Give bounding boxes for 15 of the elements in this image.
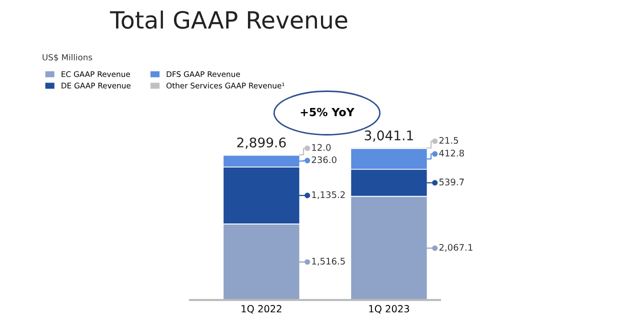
data-label: 12.0 bbox=[312, 144, 331, 151]
chart-title: Total GAAP Revenue bbox=[110, 10, 348, 29]
data-label: 412.8 bbox=[439, 150, 464, 157]
data-label: 2,067.1 bbox=[439, 244, 472, 252]
data-label: 236.0 bbox=[312, 156, 336, 164]
data-label: 1,516.5 bbox=[312, 258, 345, 266]
data-label: 1,135.2 bbox=[312, 191, 345, 199]
data-label: 539.7 bbox=[439, 178, 464, 186]
total-label: 3,041.1 bbox=[364, 130, 413, 142]
text: +5% YoY bbox=[300, 108, 354, 116]
x-tick-label: 1Q 2023 bbox=[369, 305, 410, 314]
data-label: 21.5 bbox=[439, 136, 458, 144]
x-tick-label: 1Q 2022 bbox=[242, 305, 282, 314]
text: US$ Millions bbox=[42, 54, 92, 62]
total-label: 2,899.6 bbox=[237, 138, 286, 149]
